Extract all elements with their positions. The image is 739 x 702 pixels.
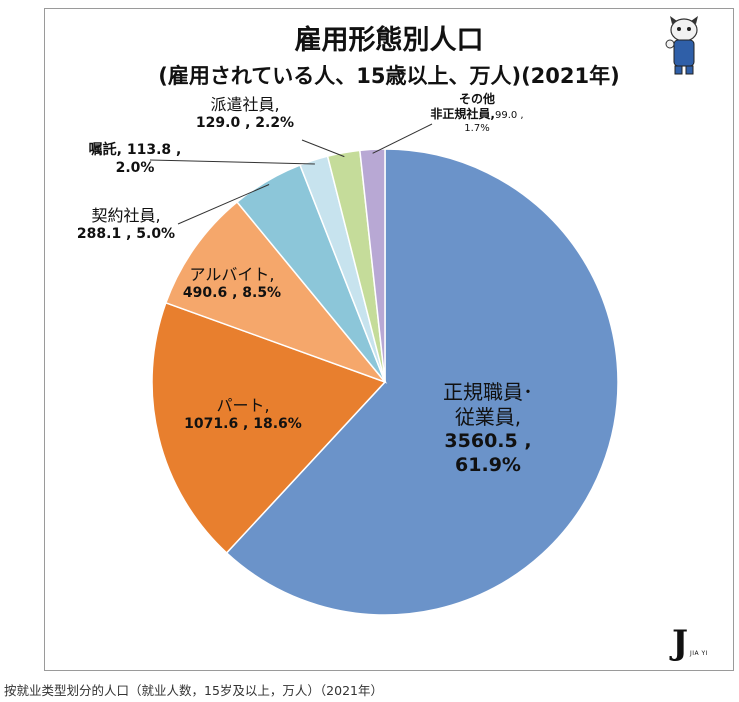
leader-line-3 (177, 184, 270, 225)
label-arbeit: アルバイト, 490.6 , 8.5% (172, 265, 292, 303)
leader-line-4 (149, 159, 315, 165)
brand-logo-subtext: JIA YI (690, 650, 708, 657)
label-dispatch-line1: 派遣社員, (210, 95, 280, 114)
leader-line-6 (372, 123, 433, 154)
label-regular-value: 3560.5 , (444, 430, 532, 452)
label-part-line1: パート, (216, 396, 270, 415)
label-contract: 契約社員, 288.1 , 5.0% (66, 206, 186, 244)
pie-slice-2 (164, 200, 388, 384)
label-contract-line1: 契約社員, (91, 206, 161, 225)
label-other-nonregular: その他 非正規社員,99.0 , 1.7% (402, 92, 552, 135)
figure-caption: 按就业类型划分的人口（就业人数，15岁及以上，万人）（2021年） (4, 683, 383, 698)
pie-slice-0 (225, 148, 619, 616)
label-other-percent: 1.7% (464, 122, 490, 134)
label-part-line2: 1071.6 , 18.6% (184, 416, 302, 432)
label-dispatch-line2: 129.0 , 2.2% (195, 115, 295, 131)
pie-slice-6 (359, 148, 386, 383)
label-other-line1: その他 (458, 92, 495, 106)
label-shokutaku: 嘱託, 113.8 , 2.0% (70, 142, 200, 177)
label-regular-percent: 61.9% (455, 453, 521, 476)
label-other-line2: 非正規社員, (430, 107, 495, 121)
label-regular-employee: 正規職員･ 従業員, 3560.5 , 61.9% (418, 380, 558, 478)
label-regular-line2: 従業員, (454, 405, 522, 429)
label-arbeit-line2: 490.6 , 8.5% (182, 285, 282, 301)
label-shokutaku-line1: 嘱託, 113.8 , (88, 142, 182, 158)
label-regular-line1: 正規職員･ (443, 380, 533, 404)
leader-line-5 (301, 139, 345, 158)
chart-title: 雇用形態別人口 (294, 25, 484, 56)
label-arbeit-line1: アルバイト, (189, 265, 275, 284)
label-contract-line2: 288.1 , 5.0% (76, 226, 176, 242)
label-dispatch: 派遣社員, 129.0 , 2.2% (185, 95, 305, 133)
brand-logo: J (672, 623, 689, 663)
label-part-time: パート, 1071.6 , 18.6% (168, 396, 318, 434)
label-shokutaku-line2: 2.0% (115, 159, 155, 176)
label-other-value: 99.0 , (494, 110, 524, 121)
cat-mascot-icon (665, 16, 698, 75)
pie-slice-1 (151, 301, 387, 554)
chart-subtitle: (雇用されている人、15歳以上、万人)(2021年) (158, 64, 620, 88)
